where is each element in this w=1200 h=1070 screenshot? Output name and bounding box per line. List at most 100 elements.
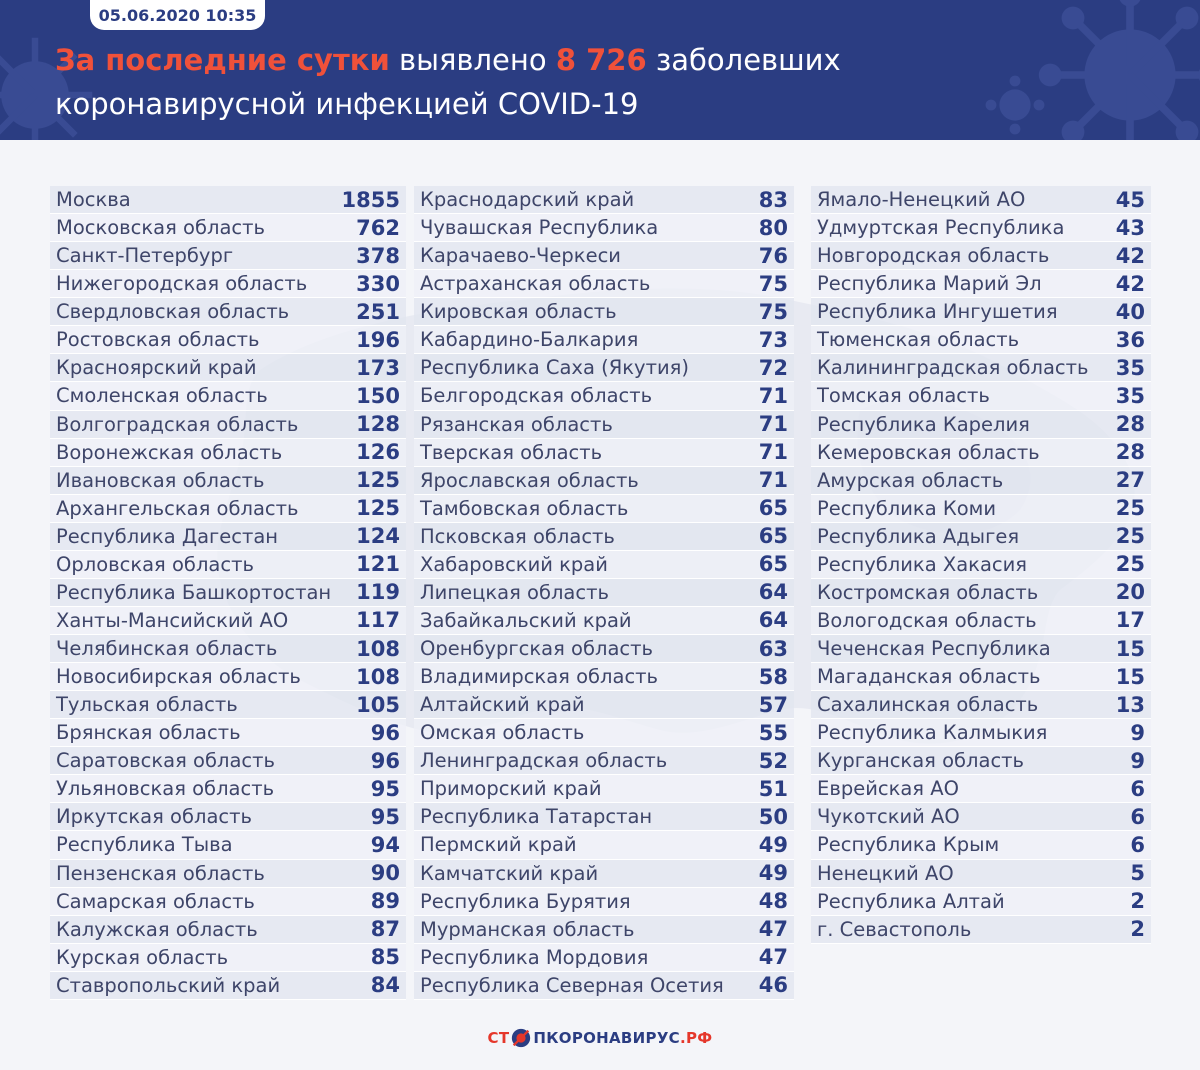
region-row: Рязанская область 71 (414, 410, 794, 439)
region-name: Республика Ингушетия (817, 300, 1058, 324)
region-case-count: 55 (758, 720, 788, 745)
region-name: Владимирская область (420, 665, 659, 689)
region-row: Еврейская АО 6 (811, 775, 1151, 804)
region-row: Курская область 85 (50, 943, 406, 972)
region-name: Санкт-Петербург (56, 244, 234, 268)
region-row: Республика Карелия 28 (811, 410, 1151, 439)
region-name: Забайкальский край (420, 608, 632, 632)
region-case-count: 119 (356, 580, 400, 605)
region-name: Амурская область (817, 468, 1004, 492)
region-case-count: 96 (370, 748, 400, 773)
footer-logo: СТ ПКОРОНАВИРУС .РФ (0, 1023, 1200, 1053)
region-case-count: 58 (758, 664, 788, 689)
region-name: Курганская область (817, 749, 1025, 773)
region-row: Волгоградская область 128 (50, 410, 406, 439)
region-name: Томская область (817, 384, 990, 408)
region-row: Саратовская область 96 (50, 747, 406, 776)
region-name: Чукотский АО (817, 805, 960, 829)
region-row: Ярославская область 71 (414, 466, 794, 495)
region-row: Кемеровская область 28 (811, 438, 1151, 467)
region-case-count: 45 (1115, 187, 1145, 212)
region-row: Чукотский АО 6 (811, 803, 1151, 832)
region-case-count: 126 (356, 440, 400, 465)
region-row: Брянская область 96 (50, 719, 406, 748)
region-case-count: 40 (1115, 299, 1145, 324)
region-row: Ненецкий АО 5 (811, 859, 1151, 888)
region-case-count: 42 (1115, 243, 1145, 268)
region-case-count: 196 (356, 327, 400, 352)
virus-decoration-left (0, 37, 93, 140)
region-case-count: 57 (758, 692, 788, 717)
region-name: Ярославская область (420, 468, 639, 492)
headline-text-end: заболевших (646, 43, 841, 77)
region-case-count: 71 (758, 468, 788, 493)
region-name: Калужская область (56, 917, 258, 941)
region-row: Владимирская область 58 (414, 663, 794, 692)
region-case-count: 95 (370, 776, 400, 801)
region-case-count: 9 (1130, 720, 1145, 745)
region-case-count: 5 (1130, 861, 1145, 886)
region-row: Тюменская область 36 (811, 326, 1151, 355)
region-name: Липецкая область (420, 580, 609, 604)
region-row: Иркутская область 95 (50, 803, 406, 832)
footer-logo-part1: СТ (487, 1029, 510, 1047)
region-name: Республика Бурятия (420, 889, 631, 913)
region-row: Республика Алтай 2 (811, 887, 1151, 916)
region-case-count: 25 (1115, 524, 1145, 549)
region-case-count: 83 (758, 187, 788, 212)
headline-line1: За последние сутки выявлено 8 726 заболе… (55, 38, 955, 82)
region-name: Оренбургская область (420, 637, 653, 661)
region-row: Свердловская область 251 (50, 298, 406, 327)
region-row: Калужская область 87 (50, 915, 406, 944)
region-case-count: 35 (1115, 383, 1145, 408)
region-name: Калининградская область (817, 356, 1089, 380)
region-column-1: Москва 1855 Московская область 762 Санкт-Пет… (50, 186, 406, 1000)
region-row: Московская область 762 (50, 214, 406, 243)
region-name: Мурманская область (420, 917, 635, 941)
region-case-count: 28 (1115, 440, 1145, 465)
region-name: Ульяновская область (56, 777, 275, 801)
region-name: Краснодарский край (420, 188, 635, 212)
region-case-count: 6 (1130, 832, 1145, 857)
region-row: Республика Татарстан 50 (414, 803, 794, 832)
region-case-count: 50 (758, 804, 788, 829)
region-row: Кабардино-Балкария 73 (414, 326, 794, 355)
region-name: Сахалинская область (817, 693, 1039, 717)
region-name: Омская область (420, 721, 585, 745)
region-row: Краснодарский край 83 (414, 186, 794, 215)
region-row: Ханты-Мансийский АО 117 (50, 606, 406, 635)
region-name: Архангельская область (56, 496, 299, 520)
region-case-count: 87 (370, 917, 400, 942)
region-case-count: 1855 (341, 187, 400, 212)
date-stamp: 05.06.2020 10:35 (90, 0, 265, 30)
region-case-count: 125 (356, 468, 400, 493)
footer-logo-part3: .РФ (680, 1029, 713, 1047)
region-row: Самарская область 89 (50, 887, 406, 916)
region-name: Республика Саха (Якутия) (420, 356, 689, 380)
region-row: Новгородская область 42 (811, 242, 1151, 271)
region-name: Республика Тыва (56, 833, 233, 857)
region-case-count: 46 (758, 973, 788, 998)
region-row: Санкт-Петербург 378 (50, 242, 406, 271)
region-name: Ивановская область (56, 468, 265, 492)
region-case-count: 128 (356, 412, 400, 437)
region-name: Волгоградская область (56, 412, 299, 436)
region-case-count: 65 (758, 552, 788, 577)
region-name: Удмуртская Республика (817, 216, 1065, 240)
region-row: Новосибирская область 108 (50, 663, 406, 692)
region-row: Республика Марий Эл 42 (811, 270, 1151, 299)
region-case-count: 121 (356, 552, 400, 577)
region-name: Иркутская область (56, 805, 252, 829)
region-name: Новосибирская область (56, 665, 301, 689)
footer-logo-part2: ПКОРОНАВИРУС (533, 1029, 680, 1047)
region-case-count: 96 (370, 720, 400, 745)
region-name: Воронежская область (56, 440, 283, 464)
region-row: Алтайский край 57 (414, 691, 794, 720)
region-row: Удмуртская Республика 43 (811, 214, 1151, 243)
region-case-count: 75 (758, 271, 788, 296)
region-row: Ивановская область 125 (50, 466, 406, 495)
region-row: Чеченская Республика 15 (811, 635, 1151, 664)
region-name: Республика Мордовия (420, 945, 649, 969)
region-row: Ставропольский край 84 (50, 971, 406, 1000)
region-case-count: 108 (356, 664, 400, 689)
